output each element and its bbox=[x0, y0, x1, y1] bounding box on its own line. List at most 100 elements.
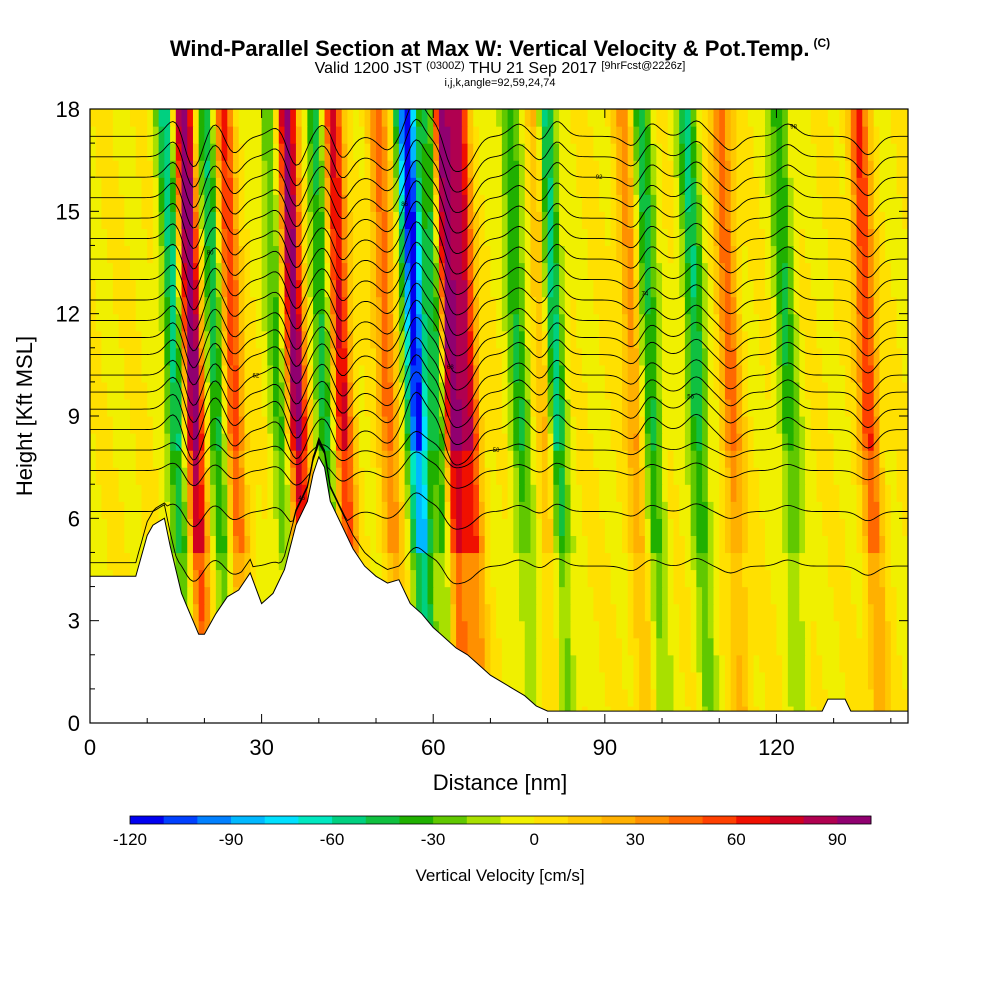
velocity-cell bbox=[221, 450, 228, 468]
velocity-cell bbox=[204, 194, 211, 212]
velocity-cell bbox=[278, 211, 286, 229]
velocity-cell bbox=[524, 620, 532, 639]
velocity-cell bbox=[484, 433, 492, 451]
velocity-cell bbox=[770, 347, 778, 366]
velocity-cell bbox=[484, 364, 492, 383]
velocity-cell bbox=[627, 398, 635, 417]
velocity-cell bbox=[559, 245, 566, 264]
velocity-cell bbox=[227, 160, 234, 178]
velocity-cell bbox=[787, 450, 795, 468]
velocity-cell bbox=[290, 279, 297, 298]
velocity-cell bbox=[227, 569, 234, 588]
velocity-cell bbox=[867, 381, 875, 400]
velocity-cell bbox=[398, 484, 406, 502]
velocity-cell bbox=[381, 450, 389, 468]
velocity-cell bbox=[255, 398, 263, 417]
velocity-cell bbox=[822, 620, 829, 639]
velocity-cell bbox=[496, 262, 503, 281]
velocity-cell bbox=[702, 450, 709, 468]
velocity-cell bbox=[633, 364, 640, 383]
velocity-cell bbox=[764, 603, 772, 622]
velocity-cell bbox=[644, 381, 652, 400]
velocity-cell bbox=[90, 381, 97, 400]
velocity-cell bbox=[890, 671, 898, 690]
velocity-cell bbox=[175, 296, 183, 315]
velocity-cell bbox=[530, 228, 537, 247]
velocity-cell bbox=[793, 688, 800, 707]
velocity-cell bbox=[90, 416, 97, 434]
velocity-cell bbox=[496, 552, 503, 571]
velocity-cell bbox=[662, 671, 669, 690]
velocity-cell bbox=[747, 620, 755, 639]
velocity-cell bbox=[616, 586, 623, 605]
velocity-cell bbox=[444, 262, 451, 281]
velocity-cell bbox=[702, 228, 709, 247]
velocity-cell bbox=[273, 245, 280, 264]
velocity-cell bbox=[867, 620, 875, 639]
velocity-cell bbox=[816, 586, 823, 605]
velocity-cell bbox=[112, 160, 120, 178]
velocity-cell bbox=[267, 313, 274, 332]
velocity-cell bbox=[221, 279, 228, 298]
velocity-cell bbox=[816, 313, 823, 332]
velocity-cell bbox=[398, 279, 406, 298]
velocity-cell bbox=[839, 501, 846, 519]
velocity-cell bbox=[667, 603, 675, 622]
velocity-cell bbox=[667, 211, 675, 229]
velocity-cell bbox=[696, 569, 703, 588]
velocity-cell bbox=[610, 467, 617, 485]
velocity-cell bbox=[278, 416, 286, 434]
velocity-cell bbox=[581, 535, 589, 554]
velocity-cell bbox=[95, 364, 103, 383]
velocity-cell bbox=[702, 501, 709, 519]
velocity-cell bbox=[416, 279, 423, 298]
velocity-cell bbox=[822, 416, 829, 434]
velocity-cell bbox=[410, 535, 417, 554]
velocity-cell bbox=[702, 654, 709, 673]
velocity-cell bbox=[501, 330, 509, 349]
velocity-cell bbox=[467, 143, 474, 161]
velocity-cell bbox=[724, 433, 732, 451]
velocity-cell bbox=[793, 467, 800, 485]
velocity-cell bbox=[730, 552, 737, 571]
velocity-cell bbox=[192, 484, 200, 502]
velocity-cell bbox=[576, 603, 583, 622]
velocity-cell bbox=[839, 194, 846, 212]
velocity-cell bbox=[581, 177, 589, 195]
velocity-cell bbox=[810, 143, 818, 161]
velocity-cell bbox=[833, 143, 840, 161]
velocity-cell bbox=[667, 518, 675, 536]
velocity-cell bbox=[181, 535, 188, 554]
velocity-cell bbox=[639, 484, 646, 502]
velocity-cell bbox=[696, 228, 703, 247]
velocity-cell bbox=[290, 160, 297, 178]
velocity-cell bbox=[793, 330, 800, 349]
velocity-cell bbox=[805, 637, 812, 656]
velocity-cell bbox=[599, 296, 606, 315]
velocity-cell bbox=[433, 279, 440, 298]
velocity-cell bbox=[833, 416, 840, 434]
velocity-cell bbox=[782, 654, 789, 673]
velocity-cell bbox=[450, 535, 457, 554]
velocity-cell bbox=[850, 450, 858, 468]
velocity-cell bbox=[124, 126, 131, 144]
velocity-cell bbox=[673, 637, 680, 656]
velocity-cell bbox=[358, 450, 366, 468]
velocity-cell bbox=[244, 143, 251, 161]
velocity-cell bbox=[198, 126, 206, 144]
velocity-cell bbox=[541, 398, 549, 417]
velocity-cell bbox=[662, 330, 669, 349]
velocity-cell bbox=[261, 552, 268, 571]
velocity-cell bbox=[787, 620, 795, 639]
velocity-cell bbox=[776, 296, 783, 315]
velocity-cell bbox=[450, 364, 457, 383]
velocity-cell bbox=[490, 143, 497, 161]
velocity-cell bbox=[530, 433, 537, 451]
velocity-cell bbox=[587, 313, 594, 332]
velocity-cell bbox=[341, 330, 349, 349]
velocity-cell bbox=[753, 450, 760, 468]
velocity-cell bbox=[364, 279, 371, 298]
velocity-cell bbox=[524, 177, 532, 195]
velocity-cell bbox=[496, 620, 503, 639]
velocity-cell bbox=[553, 552, 560, 571]
